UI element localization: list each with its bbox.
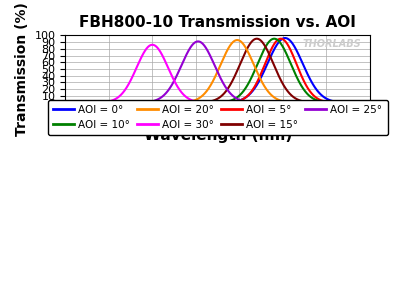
Legend: AOI = 0°, AOI = 10°, AOI = 20°, AOI = 30°, AOI = 5°, AOI = 15°, AOI = 25°: AOI = 0°, AOI = 10°, AOI = 20°, AOI = 30… bbox=[48, 99, 388, 135]
Title: FBH800-10 Transmission vs. AOI: FBH800-10 Transmission vs. AOI bbox=[79, 15, 356, 30]
Text: THORLABS: THORLABS bbox=[302, 39, 361, 49]
Y-axis label: Transmission (%): Transmission (%) bbox=[15, 2, 29, 136]
X-axis label: Wavelength (nm): Wavelength (nm) bbox=[144, 128, 292, 143]
